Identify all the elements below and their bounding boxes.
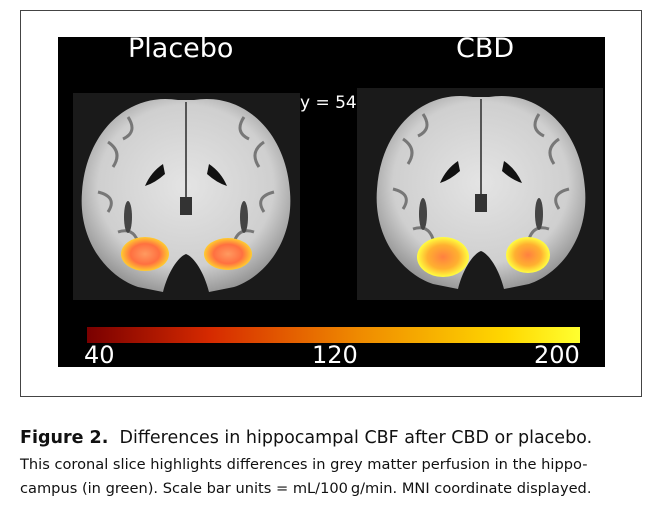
colorbar-tick-label: 120 xyxy=(312,341,358,369)
panel-label: CBD xyxy=(456,33,515,64)
colorbar-tick-label: 200 xyxy=(534,341,580,369)
caption-label: Figure 2. xyxy=(20,428,109,448)
colorbar xyxy=(87,327,580,343)
panel-label: Placebo xyxy=(128,33,234,64)
caption-line: This coronal slice highlights difference… xyxy=(20,456,588,473)
caption-title: Differences in hippocampal CBF after CBD… xyxy=(119,428,593,448)
colorbar-tick-label: 40 xyxy=(84,341,115,369)
caption-line: campus (in green). Scale bar units = mL/… xyxy=(20,480,592,497)
figure-frame xyxy=(20,10,642,397)
figure-panel xyxy=(58,37,605,367)
caption-title-line: Figure 2. Differences in hippocampal CBF… xyxy=(20,428,592,448)
coordinate-label: y = 54 xyxy=(300,93,357,113)
